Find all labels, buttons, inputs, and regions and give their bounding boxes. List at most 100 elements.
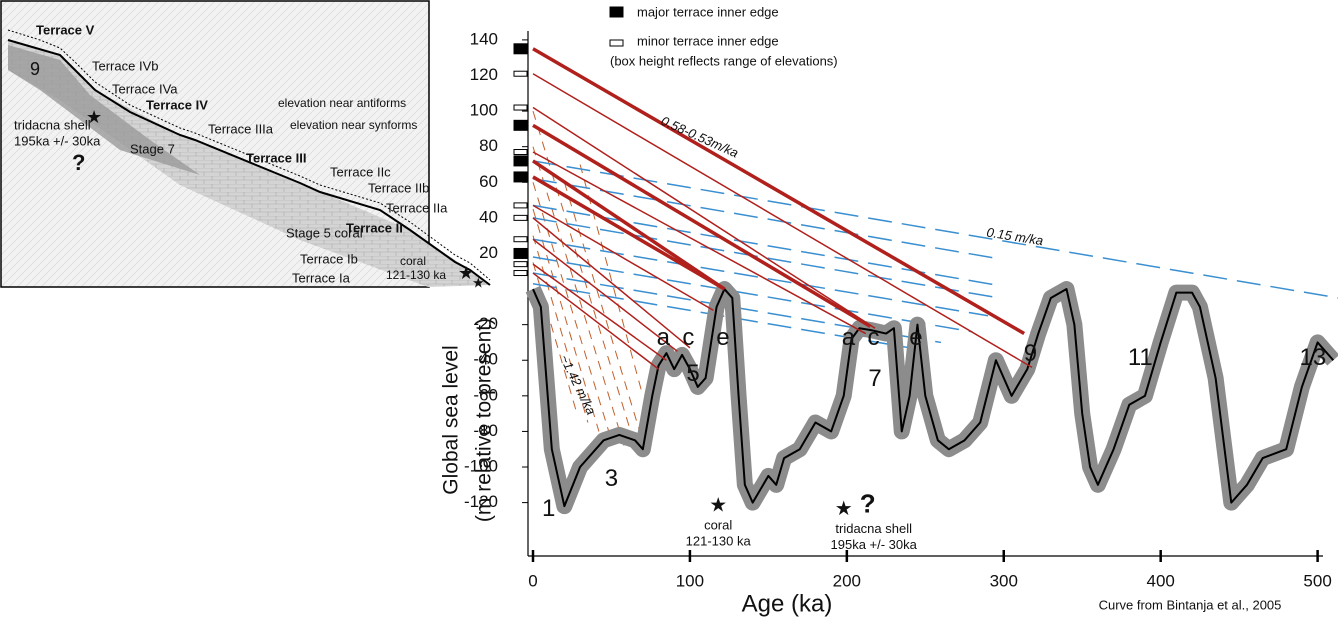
inset-label: Terrace IVa — [112, 81, 178, 96]
annotation: e — [909, 324, 922, 351]
uplift-lines — [532, 263, 667, 361]
inset-star: ★ — [458, 263, 474, 283]
inset-label: Terrace Ia — [292, 270, 351, 285]
high-uplift-lines — [532, 235, 589, 423]
legend-label: major terrace inner edge — [637, 4, 779, 19]
high-uplift-lines — [532, 182, 612, 441]
annotation: 1 — [542, 495, 555, 522]
event-label: tridacna shell — [835, 521, 912, 536]
legend-swatch — [609, 6, 624, 18]
high-uplift-lines — [563, 182, 641, 432]
annotation: a — [842, 324, 856, 351]
annotation: 13 — [1300, 344, 1327, 371]
inset-label: Terrace IV — [146, 97, 208, 112]
inset-label: elevation near synforms — [290, 118, 417, 132]
sea-level-line — [532, 288, 1335, 508]
legend-label: minor terrace inner edge — [637, 33, 779, 48]
terrace-box — [513, 149, 528, 156]
inset-star: ★ — [472, 275, 485, 291]
inset-label: 121-130 ka — [386, 268, 446, 282]
annotation: a — [657, 324, 671, 351]
legend-swatch — [609, 39, 624, 47]
uplift-lines — [532, 272, 659, 370]
source-note: Curve from Bintanja et al., 2005 — [1099, 597, 1282, 612]
uplift-lines — [532, 204, 714, 312]
annotation: e — [716, 324, 729, 351]
uplift-lines — [532, 159, 726, 291]
x-tick-label: 300 — [990, 571, 1018, 590]
y-tick-label: -100 — [464, 457, 498, 476]
slope-label: ~1.42 m/ka — [557, 352, 599, 417]
annotation: c — [868, 324, 880, 351]
annotation: 7 — [868, 365, 881, 392]
x-tick-label: 200 — [833, 571, 861, 590]
high-uplift-lines — [532, 110, 636, 446]
y-tick-label: 40 — [479, 207, 498, 226]
terrace-box — [513, 270, 528, 277]
terrace-box — [513, 171, 528, 183]
terrace-box — [513, 155, 528, 167]
low-uplift-lines — [532, 256, 973, 333]
inset-label: Terrace IIa — [386, 200, 448, 215]
y-tick-label: -120 — [464, 492, 498, 511]
inset-label: Terrace IIb — [368, 180, 429, 195]
terrace-box — [513, 236, 528, 243]
inset-label: Terrace II — [346, 220, 403, 235]
x-tick-label: 0 — [528, 571, 537, 590]
y-tick-label: -20 — [473, 314, 498, 333]
terrace-box — [513, 247, 528, 259]
event-star: ★ — [835, 498, 853, 520]
x-tick-label: 100 — [676, 571, 704, 590]
inset-label: tridacna shell — [14, 117, 91, 132]
inset-label: 9 — [30, 59, 40, 79]
terrace-box — [513, 70, 528, 77]
uplift-lines — [532, 175, 726, 291]
annotation: 9 — [1024, 340, 1037, 367]
inset-label: coral — [400, 254, 426, 268]
annotation: c — [682, 324, 694, 351]
y-tick-label: 20 — [479, 243, 498, 262]
uplift-lines — [532, 106, 876, 329]
annotation: 5 — [686, 360, 699, 387]
terrace-box — [513, 261, 528, 268]
uplift-lines — [532, 238, 678, 352]
high-uplift-lines — [579, 164, 644, 396]
inset-label: 195ka +/- 30ka — [14, 133, 101, 148]
high-uplift-lines — [532, 208, 600, 432]
y-tick-label: 120 — [470, 65, 498, 84]
inset-label: Terrace IIc — [330, 164, 391, 179]
x-tick-label: 500 — [1303, 571, 1331, 590]
inset-star: ★ — [86, 107, 102, 127]
inset-label: Terrace V — [36, 22, 95, 37]
x-tick-label: 400 — [1146, 571, 1174, 590]
event-star: ★ — [709, 494, 727, 516]
high-uplift-lines — [532, 262, 578, 414]
annotation: 11 — [1128, 344, 1153, 371]
inset-profile-antiform — [7, 29, 491, 281]
y-tick-label: -40 — [473, 350, 498, 369]
event-mark: ? — [860, 489, 876, 519]
low-uplift-lines — [532, 238, 989, 317]
terrace-box — [513, 104, 528, 111]
event-label: 195ka +/- 30ka — [831, 537, 918, 552]
uplift-lines — [532, 217, 691, 349]
y-axis-label: (m relative to present) — [473, 318, 496, 522]
terrace-box — [513, 202, 528, 209]
inset-label: Stage 5 coral — [286, 225, 363, 240]
low-uplift-lines — [532, 177, 1000, 260]
terrace-box — [513, 214, 528, 221]
terrace-box — [513, 43, 528, 55]
event-label: 121-130 ka — [686, 534, 752, 549]
uplift-lines — [532, 151, 867, 335]
inset-label: Terrace III — [246, 150, 306, 165]
inset-label: Terrace IIIa — [208, 121, 274, 136]
y-tick-label: 100 — [470, 101, 498, 120]
inset-stage7 — [8, 45, 200, 175]
terrace-box — [513, 119, 528, 131]
inset-label: elevation near antiforms — [278, 96, 406, 110]
y-tick-label: -80 — [473, 421, 498, 440]
slope-label: 0.58-0.53m/ka — [659, 113, 741, 161]
uplift-lines — [532, 123, 872, 328]
